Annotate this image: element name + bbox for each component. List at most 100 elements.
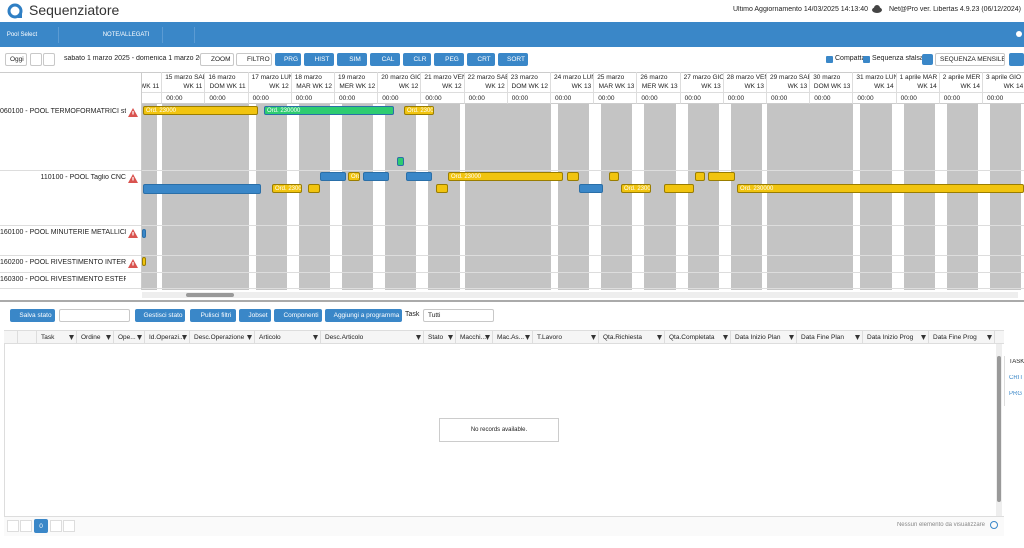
task-bar[interactable]	[142, 229, 146, 238]
column-filter[interactable]	[657, 335, 662, 340]
mode-button[interactable]: PRG	[275, 53, 301, 66]
column-header[interactable]: Task	[37, 331, 77, 343]
column-filter[interactable]	[247, 335, 252, 340]
pager-nav[interactable]	[7, 520, 19, 532]
column-header[interactable]: Data Fine Prog	[929, 331, 995, 343]
column-header[interactable]: Qta.Completata	[665, 331, 731, 343]
grid-button[interactable]: Componenti	[274, 309, 322, 322]
column-header[interactable]: Macchi...	[456, 331, 493, 343]
side-tab[interactable]: TASKS	[1009, 359, 1024, 365]
column-header[interactable]: Desc.Operazione	[190, 331, 255, 343]
column-header[interactable]: Mac.As...	[493, 331, 533, 343]
task-bar[interactable]	[363, 172, 389, 181]
select-column[interactable]	[4, 331, 18, 343]
mode-button[interactable]: SIM	[337, 53, 367, 66]
column-filter[interactable]	[313, 335, 318, 340]
task-bar[interactable]	[436, 184, 448, 193]
column-filter[interactable]	[416, 335, 421, 340]
side-tab[interactable]: CRIT	[1009, 375, 1023, 381]
pager-nav[interactable]	[50, 520, 62, 532]
column-filter[interactable]	[106, 335, 111, 340]
task-bar[interactable]: Ord. 2300	[404, 106, 434, 115]
pager-page[interactable]: 0	[34, 519, 48, 533]
column-header[interactable]: Articolo	[255, 331, 321, 343]
mode-button[interactable]: CLR	[403, 53, 431, 66]
task-bar[interactable]: Ord. 23000	[448, 172, 563, 181]
grid-button[interactable]: Aggiungi a programma	[325, 309, 402, 322]
checkbox[interactable]	[863, 56, 870, 63]
column-header[interactable]: Stato	[424, 331, 456, 343]
task-bar[interactable]	[308, 184, 320, 193]
today-button[interactable]: Oggi	[5, 53, 27, 66]
h-scroll-thumb[interactable]	[186, 293, 234, 297]
checkbox[interactable]	[826, 56, 833, 63]
mode-button[interactable]: SORT	[498, 53, 528, 66]
column-filter[interactable]	[723, 335, 728, 340]
expand-column[interactable]	[18, 331, 37, 343]
task-bar[interactable]	[579, 184, 603, 193]
settings-icon[interactable]	[1016, 31, 1022, 37]
grid-button[interactable]: Salva stato	[10, 309, 55, 322]
column-header[interactable]: Ordine	[77, 331, 114, 343]
task-bar[interactable]	[142, 257, 146, 266]
task-bar[interactable]: Ord. 230000	[737, 184, 1024, 193]
column-header[interactable]: Ope...	[114, 331, 145, 343]
column-header[interactable]: Id.Operazi...	[145, 331, 190, 343]
task-bar[interactable]	[320, 172, 346, 181]
task-bar[interactable]	[567, 172, 579, 181]
column-header[interactable]: Qta.Richiesta	[599, 331, 665, 343]
task-bar[interactable]: Ord. 2300	[348, 172, 360, 181]
task-bar[interactable]: Ord. 23000	[272, 184, 302, 193]
task-bar[interactable]	[143, 184, 261, 194]
column-filter[interactable]	[69, 335, 74, 340]
mode-button[interactable]: HIST	[304, 53, 334, 66]
task-bar[interactable]	[406, 172, 432, 181]
zoom-select[interactable]: ZOOM	[200, 53, 234, 66]
column-filter[interactable]	[789, 335, 794, 340]
view-select[interactable]: SEQUENZA MENSILE	[935, 53, 1005, 66]
mode-button[interactable]: CRT	[467, 53, 495, 66]
grid-button[interactable]: Pulisci filtri	[190, 309, 236, 322]
state-select[interactable]	[59, 309, 130, 322]
side-tab[interactable]: PRG	[1009, 391, 1023, 397]
task-bar[interactable]: Ord. 23000	[143, 106, 258, 115]
splitter[interactable]	[0, 300, 1024, 302]
toolbar-icon-button[interactable]	[194, 27, 218, 43]
column-header[interactable]: Desc.Articolo	[321, 331, 424, 343]
toolbar-icon-button[interactable]	[58, 27, 82, 43]
column-header[interactable]: Data Inizio Plan	[731, 331, 797, 343]
info-icon[interactable]	[922, 54, 933, 65]
prev-button[interactable]	[30, 53, 42, 66]
pager-nav[interactable]	[63, 520, 75, 532]
task-filter-select[interactable]: Tutti	[423, 309, 494, 322]
column-filter[interactable]	[182, 335, 187, 340]
task-bar[interactable]: Ord. 230000	[264, 106, 394, 115]
next-button[interactable]	[43, 53, 55, 66]
v-scroll-thumb[interactable]	[997, 356, 1001, 502]
mode-button[interactable]: PEG	[434, 53, 464, 66]
column-header[interactable]: Data Fine Plan	[797, 331, 863, 343]
grid-button[interactable]: Jobset	[239, 309, 271, 322]
mode-button[interactable]: CAL	[370, 53, 400, 66]
task-bar[interactable]: Ord. 23000	[621, 184, 651, 193]
task-bar[interactable]	[695, 172, 705, 181]
toolbar-button[interactable]: Pool Select	[6, 31, 38, 38]
h-scrollbar[interactable]	[142, 292, 1018, 298]
pager-nav[interactable]	[20, 520, 32, 532]
column-header[interactable]: T.Lavoro	[533, 331, 599, 343]
column-filter[interactable]	[987, 335, 992, 340]
refresh-button[interactable]	[1009, 53, 1024, 66]
task-bar[interactable]	[708, 172, 735, 181]
task-bar[interactable]	[397, 157, 404, 166]
column-filter[interactable]	[485, 335, 490, 340]
column-filter[interactable]	[448, 335, 453, 340]
grid-button[interactable]: Gestisci stato	[135, 309, 185, 322]
toolbar-button[interactable]: NOTE/ALLEGATI	[102, 31, 150, 38]
column-header[interactable]: Data Inizio Prog	[863, 331, 929, 343]
column-filter[interactable]	[137, 335, 142, 340]
column-filter[interactable]	[855, 335, 860, 340]
column-filter[interactable]	[591, 335, 596, 340]
column-filter[interactable]	[921, 335, 926, 340]
toolbar-icon-button[interactable]	[162, 27, 186, 43]
pager-refresh[interactable]	[990, 521, 998, 529]
